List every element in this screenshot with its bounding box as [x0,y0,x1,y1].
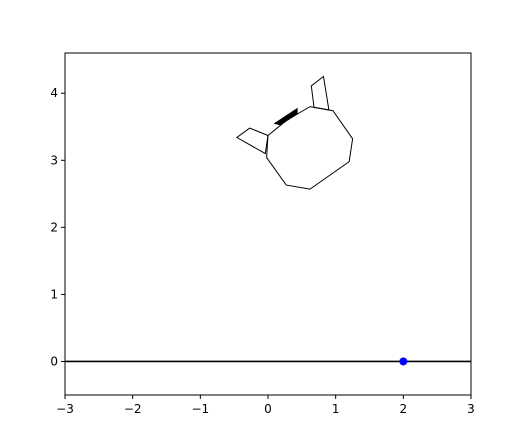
y-axis-ticks: 0 1 2 3 4 [50,86,65,368]
lander-body [266,106,354,190]
y-tick-label: 0 [50,354,58,368]
x-tick-label: −1 [191,402,209,416]
y-tick-label: 3 [50,153,58,167]
x-tick-label: 3 [467,402,475,416]
target-point [399,357,408,366]
y-tick-label: 1 [50,287,58,301]
plot-area: −3 −2 −1 0 1 2 3 0 1 2 3 4 [50,52,475,416]
x-tick-label: −3 [56,402,74,416]
lander-top-leg [310,75,330,111]
x-tick-label: −2 [124,402,142,416]
x-tick-label: 1 [332,402,340,416]
x-tick-label: 2 [400,402,408,416]
lander-left-leg [235,127,269,155]
y-tick-label: 2 [50,220,58,234]
scene-objects [65,75,471,366]
x-tick-label: 0 [264,402,272,416]
lander-thruster-flame [273,107,298,126]
y-tick-label: 4 [50,86,58,100]
x-axis-ticks: −3 −2 −1 0 1 2 3 [56,395,475,416]
